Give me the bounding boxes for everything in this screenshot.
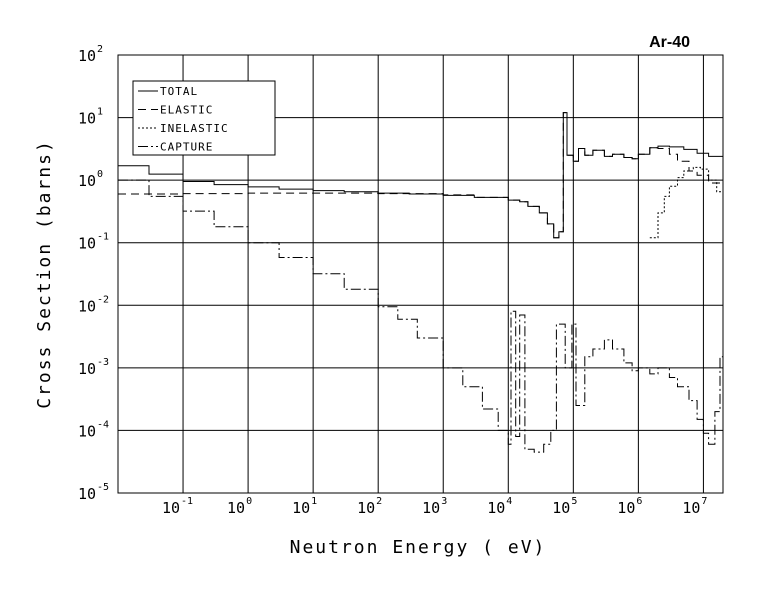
x-tick-label: 10 — [487, 499, 505, 517]
y-tick-exponent: -2 — [97, 294, 109, 305]
plot-frame — [117, 54, 724, 494]
legend-label-elastic: ELASTIC — [160, 104, 213, 117]
legend-label-capture: CAPTURE — [160, 141, 213, 154]
y-tick-exponent: -1 — [97, 232, 109, 243]
y-tick-label: 10 — [78, 422, 96, 440]
y-tick-exponent: 1 — [97, 107, 103, 118]
legend-label-inelastic: INELASTIC — [160, 122, 229, 135]
x-tick-label: 10 — [357, 499, 375, 517]
chart-title: Ar-40 — [649, 34, 690, 51]
legend: TOTAL ELASTIC INELASTIC CAPTURE — [132, 80, 276, 156]
y-tick-exponent: -4 — [97, 419, 109, 430]
x-tick-exponent: 3 — [441, 496, 447, 507]
x-tick-exponent: 6 — [636, 496, 642, 507]
y-tick-exponent: -5 — [97, 482, 109, 493]
x-tick-label: 10 — [227, 499, 245, 517]
x-tick-exponent: 7 — [701, 496, 707, 507]
x-tick-label: 10 — [292, 499, 310, 517]
legend-box — [132, 80, 276, 156]
x-tick-exponent: 4 — [506, 496, 512, 507]
x-tick-exponent: 5 — [571, 496, 577, 507]
series-group — [118, 112, 724, 453]
x-tick-exponent: 2 — [376, 496, 382, 507]
y-tick-label: 10 — [78, 47, 96, 65]
x-tick-exponent: 0 — [246, 496, 252, 507]
y-tick-exponent: 0 — [97, 169, 103, 180]
x-axis-ticks: 10 -1 10 0 10 1 10 2 10 3 10 4 10 5 10 6 10 7 — [162, 496, 707, 517]
x-tick-label: 10 — [682, 499, 700, 517]
y-tick-label: 10 — [78, 360, 96, 378]
y-axis-title: Cross Section (barns) — [34, 139, 55, 409]
x-axis-title: Neutron Energy ( eV) — [290, 537, 547, 558]
y-tick-label: 10 — [78, 485, 96, 503]
x-tick-exponent: -1 — [181, 496, 193, 507]
y-tick-exponent: 2 — [97, 44, 103, 55]
x-tick-label: 10 — [422, 499, 440, 517]
series-elastic — [118, 112, 724, 239]
series-inelastic — [649, 166, 724, 239]
x-tick-label: 10 — [617, 499, 635, 517]
x-tick-label: 10 — [552, 499, 570, 517]
y-tick-label: 10 — [78, 110, 96, 128]
y-tick-label: 10 — [78, 235, 96, 253]
x-tick-exponent: 1 — [311, 496, 317, 507]
y-tick-label: 10 — [78, 297, 96, 315]
series-capture — [118, 179, 724, 453]
y-tick-label: 10 — [78, 172, 96, 190]
x-tick-label: 10 — [162, 499, 180, 517]
y-tick-exponent: -3 — [97, 357, 109, 368]
legend-label-total: TOTAL — [160, 85, 198, 98]
